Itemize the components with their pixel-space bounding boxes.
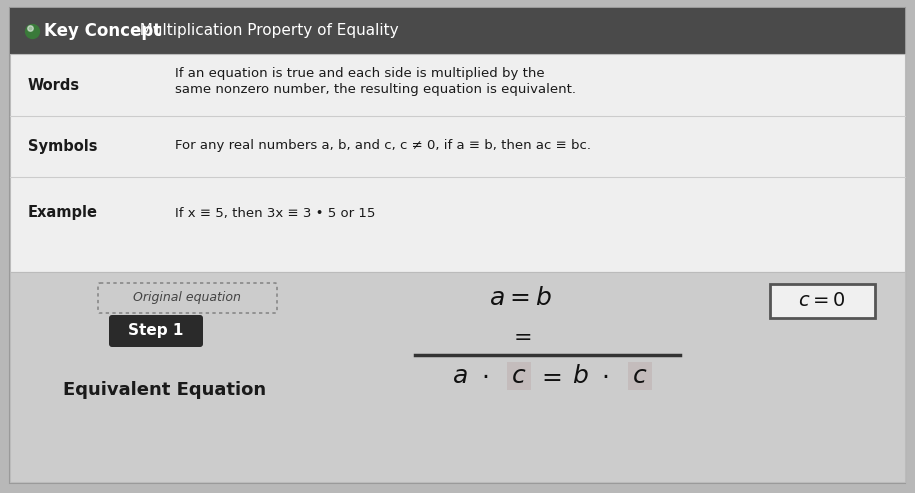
Text: If x ≡ 5, then 3x ≡ 3 • 5 or 15: If x ≡ 5, then 3x ≡ 3 • 5 or 15 [175,207,375,219]
Text: Original equation: Original equation [133,291,241,305]
Bar [507,362,531,390]
Text: Example: Example [28,206,98,220]
Bar [628,362,652,390]
Text: Multiplication Property of Equality: Multiplication Property of Equality [130,24,399,38]
Text: $\mathit{a}$: $\mathit{a}$ [452,364,468,388]
Text: $\mathit{c}$: $\mathit{c}$ [632,364,648,388]
Text: $=$: $=$ [537,364,563,388]
Bar [770,284,875,318]
Text: Step 1: Step 1 [128,323,184,339]
Text: Symbols: Symbols [28,139,98,153]
Text: $\mathit{c} = 0$: $\mathit{c} = 0$ [798,291,845,311]
Bar [10,272,905,482]
Text: For any real numbers a, b, and c, c ≠ 0, if a ≡ b, then ac ≡ bc.: For any real numbers a, b, and c, c ≠ 0,… [175,140,591,152]
FancyBboxPatch shape [109,315,203,347]
Text: $\mathit{c}$: $\mathit{c}$ [511,364,527,388]
Text: Equivalent Equation: Equivalent Equation [63,381,266,399]
Text: same nonzero number, the resulting equation is equivalent.: same nonzero number, the resulting equat… [175,83,576,97]
Text: Key Concept: Key Concept [44,22,161,40]
Text: $=$: $=$ [509,326,532,346]
Bar [10,8,905,54]
Text: $\mathit{b}$: $\mathit{b}$ [572,364,588,388]
Text: Words: Words [28,77,81,93]
Text: If an equation is true and each side is multiplied by the: If an equation is true and each side is … [175,67,544,79]
Text: $\cdot$: $\cdot$ [601,364,608,388]
Text: $\cdot$: $\cdot$ [481,364,489,388]
Text: $\mathit{a} = \mathit{b}$: $\mathit{a} = \mathit{b}$ [489,286,552,310]
Bar [10,54,905,272]
